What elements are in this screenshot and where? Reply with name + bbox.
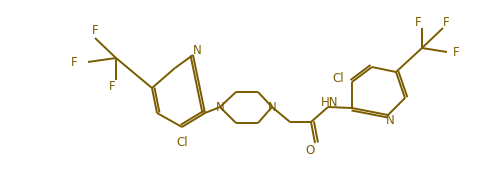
Text: N: N xyxy=(216,100,225,113)
Text: F: F xyxy=(71,56,77,69)
Text: F: F xyxy=(453,45,459,58)
Text: N: N xyxy=(193,44,201,57)
Text: F: F xyxy=(109,79,116,92)
Text: N: N xyxy=(267,100,276,113)
Text: F: F xyxy=(415,15,421,28)
Text: F: F xyxy=(92,23,98,36)
Text: HN: HN xyxy=(321,96,339,108)
Text: N: N xyxy=(385,113,394,126)
Text: Cl: Cl xyxy=(332,71,344,84)
Text: O: O xyxy=(305,143,315,156)
Text: Cl: Cl xyxy=(176,137,188,150)
Text: F: F xyxy=(443,15,449,28)
